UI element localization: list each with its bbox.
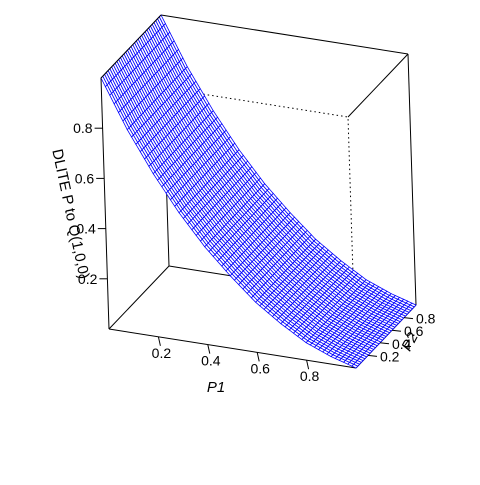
axis-ticks: 0.2 0.4 0.6 0.80.20.40.60.80.20.40.60.8 (73, 120, 436, 384)
y-axis-tick-label: 0.2 (380, 348, 400, 364)
z-axis-tick-label: 0.8 (73, 120, 93, 136)
x-axis-tick (256, 352, 260, 362)
surface-mesh (100, 14, 417, 369)
x-axis-tick (157, 336, 161, 346)
y-axis-tick-label: 0.8 (416, 311, 436, 327)
x-axis-title: P1 (207, 379, 225, 396)
z-axis-tick-label: 0.4 (76, 221, 96, 237)
x-axis-tick-label: 0.8 (300, 368, 320, 384)
box-edge-right-top (347, 53, 409, 118)
z-axis-title: DLITE P to Q(1,0,0) (48, 148, 92, 281)
box-edge-left-top (100, 14, 162, 79)
y-axis-tick (379, 342, 390, 345)
y-axis-tick (391, 329, 402, 332)
x-axis-tick-label: 0.4 (201, 353, 221, 369)
front-box-lines (100, 14, 162, 330)
box-edge-front-left-vertical (100, 77, 110, 330)
y-axis-title: P2 (398, 329, 422, 354)
box-edge-back-right-vertical (407, 53, 417, 306)
z-axis-tick-label: 0.2 (78, 271, 98, 287)
x-axis-tick-label: 0.2 (152, 345, 172, 361)
y-axis-tick-label: 0.6 (404, 323, 424, 339)
x-axis-tick (306, 360, 310, 370)
y-axis-tick (403, 317, 414, 320)
y-axis-tick-label: 0.4 (392, 336, 412, 352)
x-axis-tick (207, 344, 211, 354)
x-axis-tick-label: 0.6 (250, 360, 270, 376)
z-axis-tick-label: 0.6 (75, 170, 95, 186)
y-axis-tick (367, 354, 378, 357)
box-edge-left-bottom (108, 265, 170, 330)
box-edge-back-top (160, 14, 409, 55)
box-edge-front-bottom (108, 328, 357, 369)
